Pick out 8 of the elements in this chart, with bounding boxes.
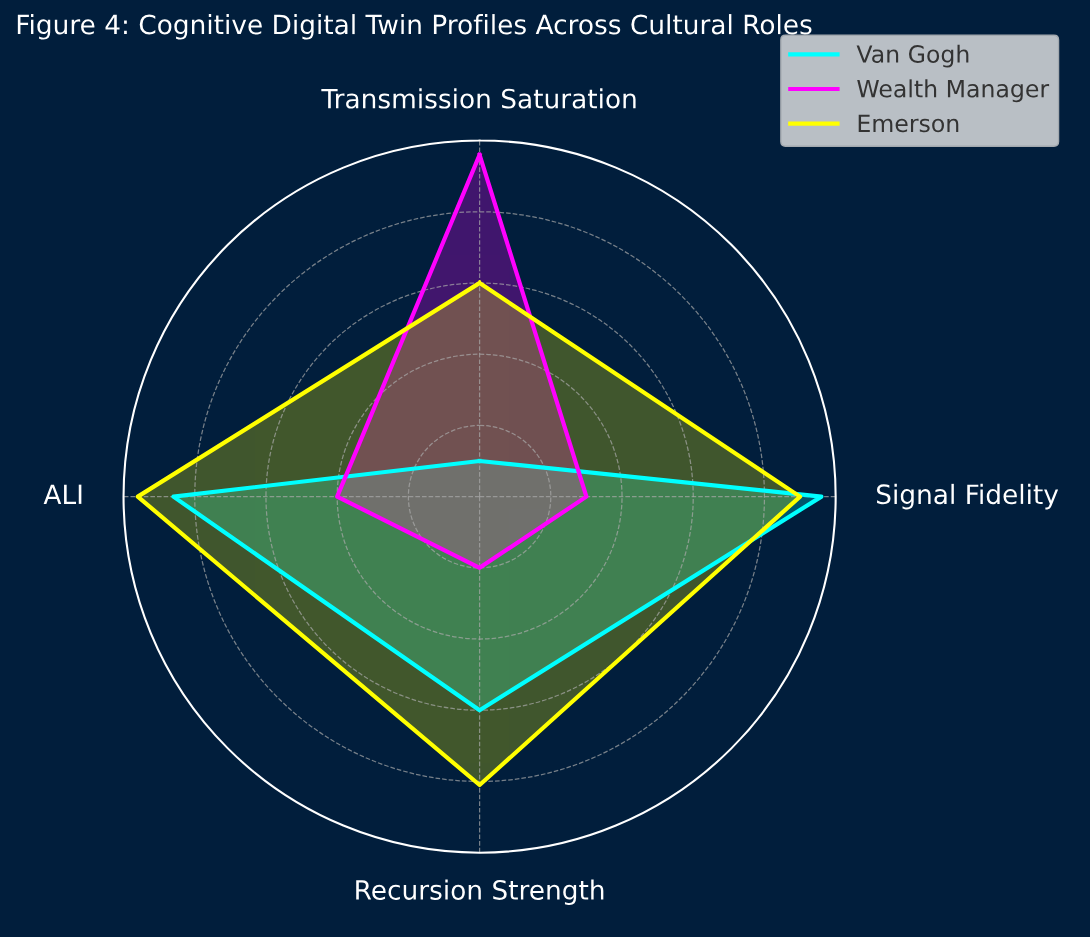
chart-title: Figure 4: Cognitive Digital Twin Profiles Across Cultural Roles	[17, 14, 812, 40]
spoke-label: Recursion Strength	[356, 879, 604, 906]
spoke-label: Signal Fidelity	[876, 483, 1059, 510]
legend-label: Wealth Manager	[857, 79, 1050, 103]
legend-label: Van Gogh	[856, 44, 969, 68]
spoke-label: Transmission Saturation	[321, 88, 636, 109]
legend-label: Emerson	[858, 114, 959, 133]
spoke-label: ALI	[43, 484, 82, 504]
